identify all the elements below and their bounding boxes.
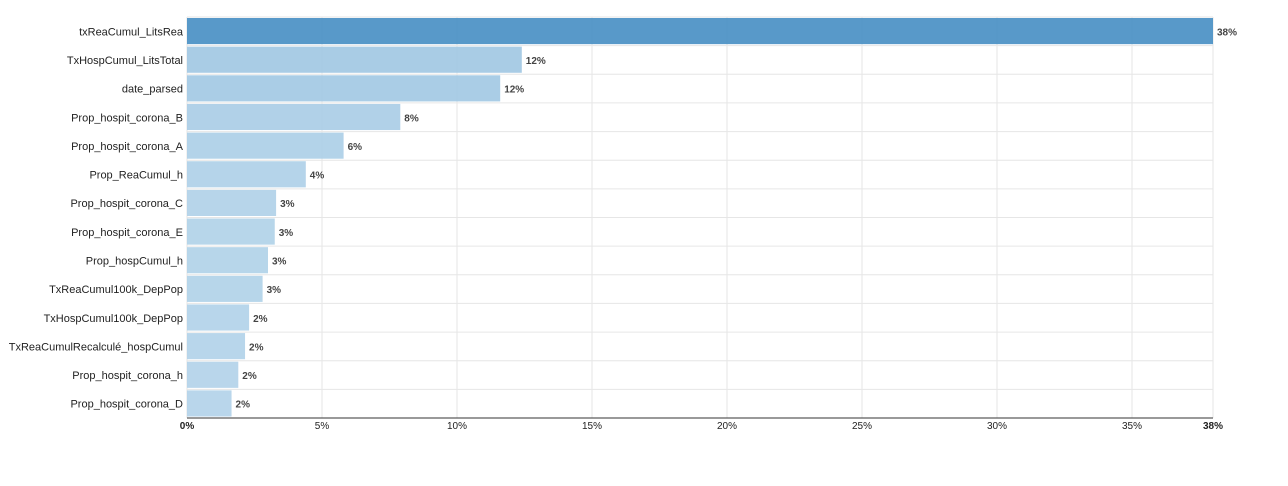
bar-prop-hospit-corona-d <box>187 390 232 417</box>
category-label: Prop_ReaCumul_h <box>89 170 183 182</box>
x-tick-label: 10% <box>447 421 467 432</box>
category-label: txReaCumul_LitsRea <box>79 26 184 38</box>
category-label: Prop_hospit_corona_h <box>72 370 183 382</box>
labels-layer: txReaCumul_LitsRea 38% TxHospCumul_LitsTot… <box>9 26 1237 410</box>
bar-prop-hospit-corona-a <box>187 132 344 159</box>
bar-prop-hospit-corona-e <box>187 218 275 245</box>
category-label: TxReaCumulRecalculé_hospCumul <box>9 341 183 353</box>
bars-layer <box>187 18 1213 417</box>
category-label: Prop_hospit_corona_B <box>71 112 183 124</box>
x-tick-label: 38% <box>1203 421 1223 432</box>
value-label: 3% <box>279 228 294 239</box>
x-tick-label: 20% <box>717 421 737 432</box>
value-label: 2% <box>249 342 264 353</box>
x-tick-label: 35% <box>1122 421 1142 432</box>
bar-date-parsed <box>187 75 501 102</box>
x-tick-label: 5% <box>315 421 330 432</box>
bar-txhospcumul-litstotal <box>187 46 522 73</box>
value-label: 6% <box>348 142 363 153</box>
value-label: 2% <box>253 314 268 325</box>
category-label: Prop_hospit_corona_E <box>71 227 183 239</box>
value-label: 2% <box>242 371 257 382</box>
x-tick-label: 25% <box>852 421 872 432</box>
value-label: 8% <box>404 113 419 124</box>
bar-prop-hospit-corona-c <box>187 189 277 216</box>
category-label: Prop_hospit_corona_C <box>70 198 183 210</box>
x-tick-label: 30% <box>987 421 1007 432</box>
x-tick-label: 0% <box>180 421 195 432</box>
grid-layer <box>186 16 1214 419</box>
bar-prop-reacumul-h <box>187 161 306 188</box>
x-tick-label: 15% <box>582 421 602 432</box>
category-label: Prop_hospCumul_h <box>86 255 183 267</box>
value-label: 2% <box>236 400 251 411</box>
bar-prop-hospcumul-h <box>187 247 268 274</box>
value-label: 3% <box>267 285 282 296</box>
category-label: TxHospCumul_LitsTotal <box>67 55 183 67</box>
bar-txhospcumul100k-deppop <box>187 304 250 331</box>
value-label: 38% <box>1217 27 1237 38</box>
value-label: 3% <box>280 199 295 210</box>
value-label: 12% <box>526 56 546 67</box>
value-label: 4% <box>310 171 325 182</box>
category-label: Prop_hospit_corona_A <box>71 141 184 153</box>
bar-prop-hospit-corona-b <box>187 103 401 131</box>
category-label: Prop_hospit_corona_D <box>70 399 183 411</box>
bar-txreacumul100k-deppop <box>187 275 263 302</box>
bar-txreacumulrecalcul-hospcumul <box>187 333 246 360</box>
x-axis: 0% 5% 10% 15% 20% 25% 30% 35% 38% <box>180 417 1223 432</box>
category-label: TxReaCumul100k_DepPop <box>49 284 183 296</box>
value-label: 12% <box>504 85 524 96</box>
category-label: TxHospCumul100k_DepPop <box>44 313 183 325</box>
bar-prop-hospit-corona-h <box>187 361 239 388</box>
category-label: date_parsed <box>122 84 183 96</box>
value-label: 3% <box>272 256 287 267</box>
bar-txreacumul-litsrea <box>187 18 1213 45</box>
